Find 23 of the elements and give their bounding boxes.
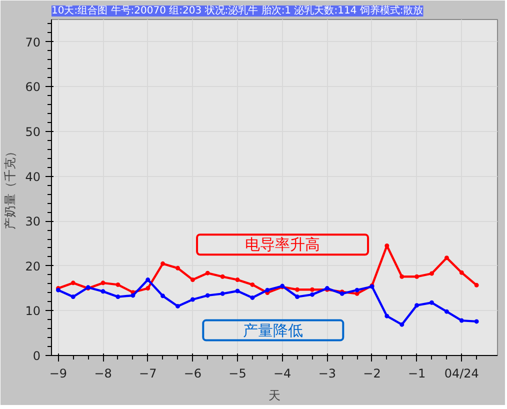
x-tick-label: −2	[363, 366, 381, 380]
y-tick-label: 50	[25, 125, 41, 139]
chart-title: 10天:组合图 牛号:20070 组:203 状况:泌乳牛 胎次:1 泌乳天数:114 饲养模式:散放	[52, 4, 424, 16]
y-tick-label: 70	[25, 35, 41, 50]
x-tick-label: −5	[228, 366, 246, 380]
x-tick-label: −4	[274, 366, 292, 380]
y-tick-label: 40	[25, 170, 41, 184]
y-tick-label: 10	[25, 304, 41, 318]
x-tick-label: −7	[139, 366, 157, 380]
y-tick-label: 30	[25, 214, 41, 229]
x-tick-label: −9	[49, 366, 68, 380]
x-tick-label: −1	[408, 366, 426, 380]
y-axis-title: 产奶量（千克）	[3, 146, 18, 230]
annotation: 电导率升高	[245, 236, 320, 254]
y-tick-label: 20	[25, 259, 41, 274]
x-tick-label: 04/24	[444, 366, 479, 380]
x-tick-label: −3	[318, 366, 336, 380]
x-axis-title: 天	[268, 388, 280, 402]
annotation: 产量降低	[243, 321, 304, 340]
x-tick-label: −8	[94, 366, 112, 380]
y-tick-label: 0	[32, 349, 41, 363]
x-tick-label: −6	[184, 366, 202, 380]
y-tick-label: 60	[25, 80, 41, 94]
